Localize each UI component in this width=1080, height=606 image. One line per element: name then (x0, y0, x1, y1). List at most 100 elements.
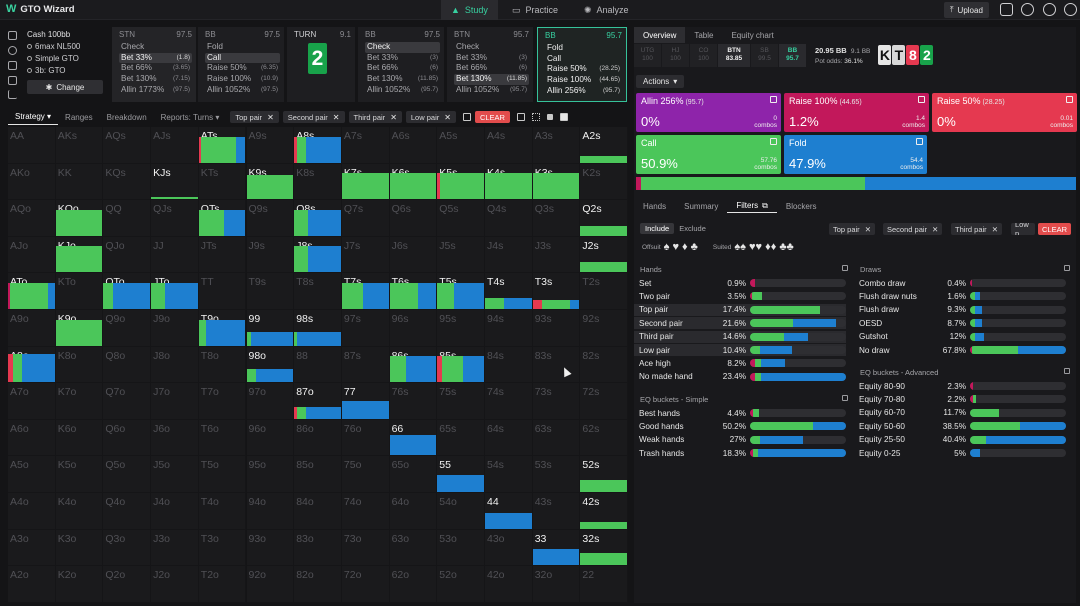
hand-cell[interactable]: 74o (341, 493, 390, 530)
hand-cell[interactable]: AQs (103, 127, 152, 164)
hand-cell[interactable]: T8o (198, 346, 247, 384)
hand-cell[interactable]: K5o (55, 456, 104, 493)
hand-cell[interactable]: 72s (580, 383, 629, 420)
hand-cell[interactable]: Q7s (341, 200, 390, 237)
stat-row[interactable]: Trash hands 18.3% (634, 447, 846, 459)
history-action[interactable]: Call (205, 52, 280, 64)
hand-cell[interactable]: JTo (151, 273, 199, 310)
history-action[interactable]: Bet 33% (3) (367, 52, 438, 62)
hand-cell[interactable]: T7s (341, 273, 390, 310)
hand-cell[interactable]: 77 (341, 383, 390, 420)
hand-cell[interactable]: T3o (198, 529, 247, 567)
table-icon[interactable] (770, 96, 777, 103)
hand-cell[interactable]: Q9o (103, 310, 152, 347)
filter-chip-third-pair[interactable]: Third pair ✕ (951, 223, 1002, 235)
hand-cell[interactable]: K9s (246, 163, 295, 201)
app-logo[interactable]: W GTO Wizard (6, 3, 75, 15)
history-bb-1[interactable]: BB 97.5 Fold Call Raise 50% (6.35) Raise 1… (198, 27, 284, 102)
hand-cell[interactable]: 96s (389, 310, 438, 347)
stat-row[interactable]: Second pair 21.6% (634, 317, 846, 330)
filter-chip-second-pair[interactable]: Second pair ✕ (282, 111, 345, 123)
tab-breakdown[interactable]: Breakdown (106, 112, 147, 122)
hand-cell[interactable]: Q2s (580, 200, 629, 237)
hand-cell[interactable]: 72o (341, 566, 390, 603)
hand-cell[interactable]: 99 (246, 310, 295, 347)
stat-row[interactable]: OESD 8.7% (854, 317, 1066, 329)
history-action[interactable]: Raise 100% (10.9) (207, 74, 278, 84)
hand-cell[interactable]: Q4o (103, 493, 152, 530)
nav-study[interactable]: ▲ Study (441, 0, 498, 20)
hand-cell[interactable]: 86o (294, 419, 342, 457)
hand-cell[interactable]: KK (55, 163, 104, 201)
hand-cell[interactable]: J9s (246, 236, 295, 274)
hand-cell[interactable]: QQ (103, 200, 152, 237)
clear-filters-button[interactable]: CLEAR (474, 111, 510, 123)
hand-cell[interactable]: T7o (198, 383, 247, 420)
hand-cell[interactable]: K7o (55, 383, 104, 420)
hand-cell[interactable]: ATs (198, 127, 247, 164)
hand-cell[interactable]: 75s (437, 383, 485, 420)
hand-cell[interactable]: 98o (246, 346, 295, 384)
hand-cell[interactable]: AQo (8, 200, 56, 237)
suited-clubs-icon[interactable]: ♣♣ (779, 241, 794, 253)
hand-cell[interactable]: J5s (437, 236, 485, 274)
hand-cell[interactable]: 42s (580, 493, 629, 530)
hand-cell[interactable]: 64o (389, 493, 438, 530)
hand-cell[interactable]: 88 (294, 346, 342, 384)
hand-cell[interactable]: A3o (8, 529, 56, 567)
stat-row[interactable]: No made hand 23.4% (634, 371, 846, 383)
hand-cell[interactable]: Q9s (246, 200, 295, 237)
history-action[interactable]: Bet 66% (6) (456, 63, 527, 73)
hand-cell[interactable]: 97o (246, 383, 295, 420)
hand-cell[interactable]: 64s (485, 419, 533, 457)
hand-cell[interactable]: J3o (151, 529, 199, 567)
hand-cell[interactable]: 94o (246, 493, 295, 530)
action-box[interactable]: Raise 100% (44.65) 1.2% 1.4 combos (784, 93, 929, 132)
stat-row[interactable]: Best hands 4.4% (634, 407, 846, 419)
history-icon[interactable] (8, 46, 17, 55)
stat-row[interactable]: Equity 70-80 2.2% (854, 393, 1066, 405)
filter-chip-low-pair[interactable]: Low pair ✕ (405, 111, 456, 123)
hand-cell[interactable]: T5s (437, 273, 485, 310)
clear-filters-button[interactable]: CLEAR (1038, 223, 1072, 235)
hand-cell[interactable]: J3s (532, 236, 581, 274)
hand-cell[interactable]: T6o (198, 419, 247, 457)
hand-cell[interactable]: J7o (151, 383, 199, 420)
hand-cell[interactable]: Q6o (103, 419, 152, 457)
tab-equity-chart[interactable]: Equity chart (731, 30, 774, 40)
hand-cell[interactable]: A5o (8, 456, 56, 493)
stat-row[interactable]: Flush draw 9.3% (854, 304, 1066, 316)
hand-cell[interactable]: A3s (532, 127, 581, 164)
hand-cell[interactable]: 33 (532, 529, 581, 567)
hand-cell[interactable]: KQs (103, 163, 152, 201)
hand-cell[interactable]: 95o (246, 456, 295, 493)
hand-cell[interactable]: KJs (151, 163, 199, 201)
history-action[interactable]: Check (456, 42, 480, 51)
hand-cell[interactable]: K2s (580, 163, 629, 201)
action-box[interactable]: Call 50.9% 57.76 combos (636, 135, 781, 174)
hand-cell[interactable]: T3s (532, 273, 581, 310)
history-action[interactable]: Bet 130% (7.15) (121, 74, 190, 84)
club-icon[interactable]: ♣ (690, 241, 698, 253)
include-button[interactable]: Include (640, 223, 675, 234)
hand-cell[interactable]: K8o (55, 346, 104, 384)
history-action[interactable]: Raise 50% (6.35) (207, 63, 278, 73)
history-action[interactable]: Fold (207, 42, 223, 51)
hand-cell[interactable]: A9o (8, 310, 56, 347)
table-icon[interactable] (770, 138, 777, 145)
hand-cell[interactable]: 42o (485, 566, 533, 603)
table-icon[interactable] (918, 96, 925, 103)
hand-cell[interactable]: K9o (55, 310, 104, 347)
stat-row[interactable]: Weak hands 27% (634, 434, 846, 446)
hand-cell[interactable]: 87o (294, 383, 342, 420)
stat-row[interactable]: Third pair 14.6% (634, 330, 846, 343)
history-turn[interactable]: TURN 9.1 2 (287, 27, 355, 102)
hand-cell[interactable]: 94s (485, 310, 533, 347)
tab-reports[interactable]: Reports: Turns ▾ (160, 112, 220, 122)
exclude-button[interactable]: Exclude (679, 224, 706, 233)
hand-cell[interactable]: J2o (151, 566, 199, 603)
hand-cell[interactable]: AKo (8, 163, 56, 201)
stat-row[interactable]: Equity 60-70 11.7% (854, 407, 1066, 419)
stat-row[interactable]: Set 0.9% (634, 277, 846, 289)
history-action[interactable]: Raise 100% (44.65) (547, 75, 620, 85)
